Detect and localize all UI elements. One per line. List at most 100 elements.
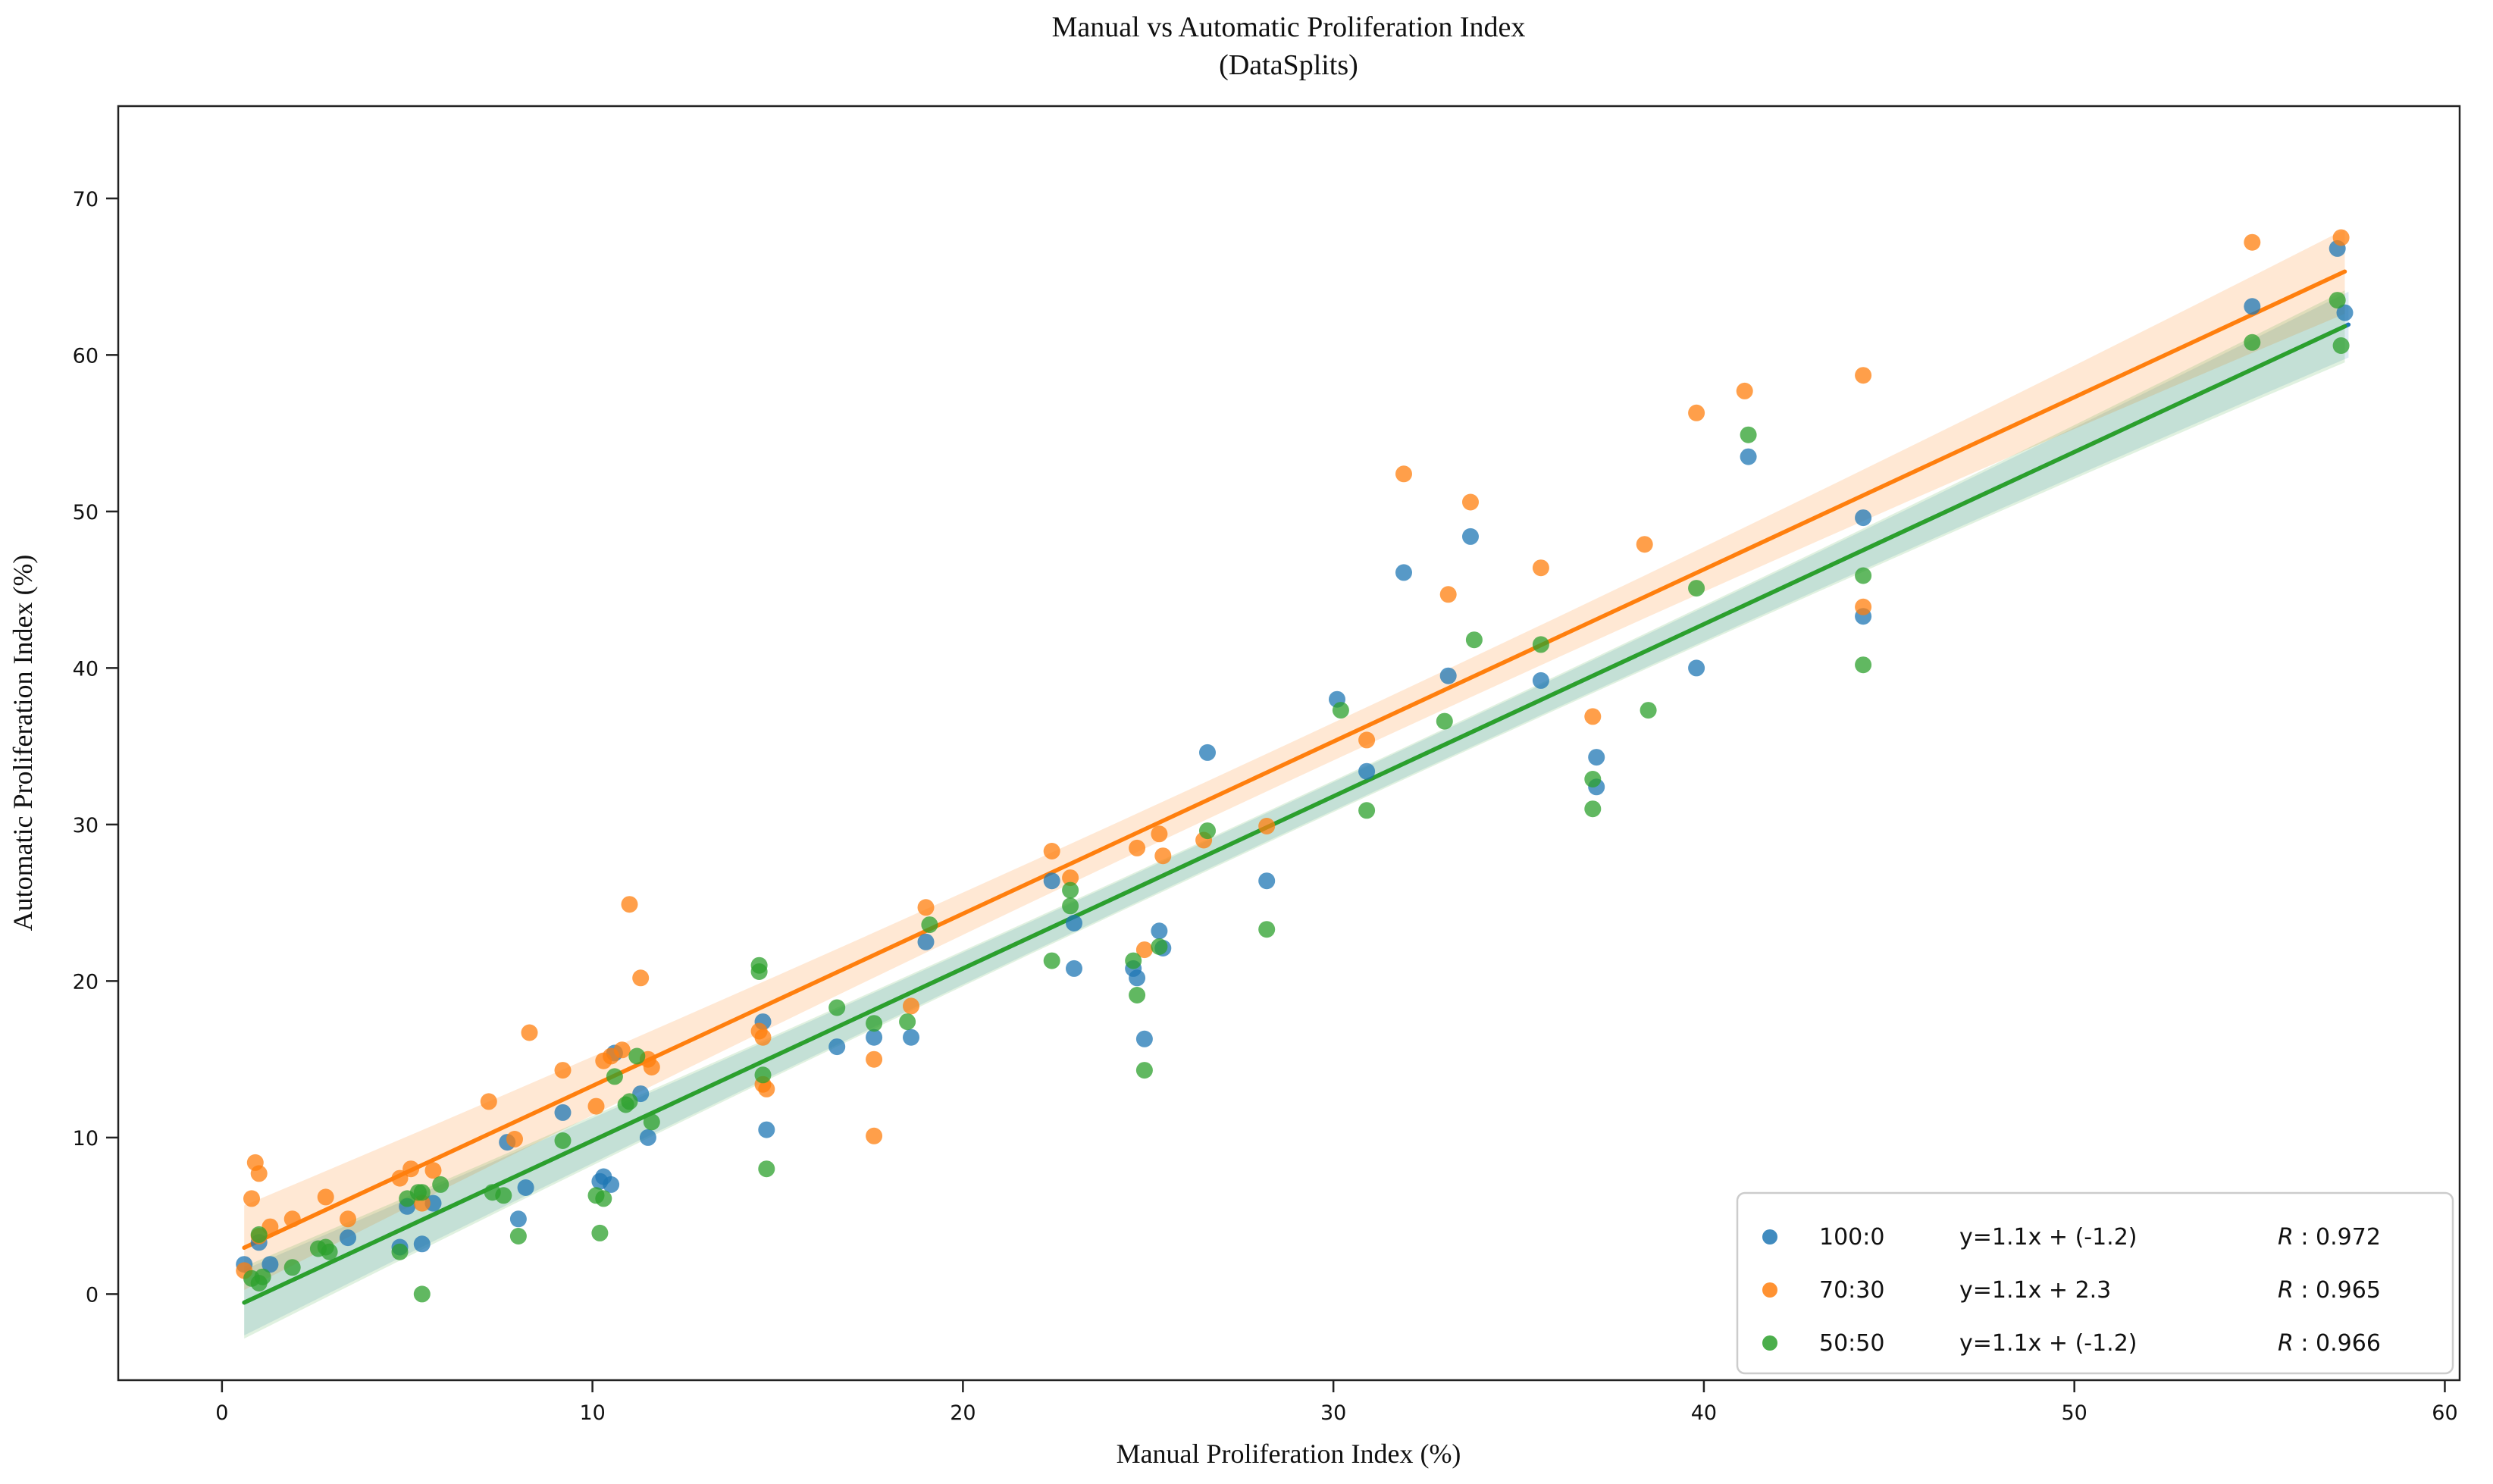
y-tick-label: 40 — [73, 657, 99, 681]
x-tick-label: 60 — [2432, 1401, 2457, 1425]
scatter-point — [1395, 465, 1412, 483]
scatter-point — [1043, 872, 1060, 890]
scatter-point — [1135, 1062, 1153, 1079]
scatter-point — [1740, 448, 1757, 465]
scatter-point — [917, 933, 935, 950]
scatter-point — [1066, 960, 1082, 977]
scatter-point — [1584, 708, 1602, 725]
y-axis-label: Automatic Proliferation Index (%) — [8, 555, 38, 931]
x-tick-label: 0 — [215, 1401, 228, 1425]
scatter-point — [413, 1285, 431, 1303]
x-tick-label: 40 — [1691, 1401, 1717, 1425]
scatter-point — [903, 997, 919, 1015]
scatter-point — [754, 1028, 772, 1046]
y-tick-label: 0 — [86, 1283, 99, 1307]
scatter-point — [1584, 800, 1602, 818]
scatter-point — [1855, 656, 1872, 674]
scatter-point — [1358, 731, 1376, 749]
regression-line — [242, 269, 2347, 1251]
x-tick-label: 50 — [2062, 1401, 2087, 1425]
scatter-point — [1588, 749, 1605, 766]
scatter-point — [1439, 667, 1457, 684]
scatter-point — [2244, 333, 2261, 351]
scatter-point — [903, 1028, 919, 1046]
plot-border — [117, 105, 2461, 1382]
scatter-point — [1154, 847, 1172, 865]
scatter-point — [317, 1188, 334, 1206]
scatter-point — [1740, 426, 1757, 443]
legend-r-value: R : 0.966 — [2278, 1330, 2381, 1357]
scatter-point — [262, 1256, 279, 1273]
legend-box — [1736, 1191, 2454, 1375]
y-tick-label: 50 — [73, 501, 99, 524]
scatter-point — [1736, 382, 1753, 399]
y-tick-label: 60 — [73, 344, 99, 368]
scatter-point — [587, 1097, 605, 1115]
scatter-point — [283, 1210, 301, 1228]
scatter-point — [603, 1176, 620, 1193]
legend-equation: y=1.1x + (-1.2) — [1959, 1330, 2138, 1357]
scatter-point — [254, 1268, 271, 1285]
scatter-point — [639, 1129, 656, 1146]
scatter-point — [1532, 636, 1549, 653]
scatter-point — [554, 1104, 572, 1121]
scatter-point — [1151, 938, 1168, 955]
scatter-point — [1532, 672, 1549, 689]
regression-lines-layer — [242, 269, 2351, 1305]
scatter-point — [866, 1050, 883, 1068]
scatter-point — [509, 1210, 527, 1228]
legend-r-value: R : 0.965 — [2278, 1277, 2381, 1304]
scatter-point — [1258, 872, 1276, 890]
scatter-point — [432, 1176, 449, 1193]
chart-title: Manual vs Automatic Proliferation Index — [1052, 11, 1526, 43]
scatter-point — [828, 1038, 846, 1056]
legend-r-value: R : 0.972 — [2278, 1224, 2381, 1251]
scatter-point — [1199, 822, 1216, 840]
scatter-point — [1462, 528, 1479, 545]
scatter-point — [1358, 802, 1376, 819]
legend-marker — [1762, 1282, 1777, 1298]
scatter-point — [1688, 659, 1705, 677]
scatter-point — [250, 1165, 268, 1182]
legend-equation: y=1.1x + 2.3 — [1959, 1277, 2111, 1304]
scatter-point — [917, 899, 935, 916]
scatter-point — [1332, 702, 1349, 719]
scatter-point — [391, 1243, 409, 1260]
scatter-point — [1062, 881, 1079, 899]
scatter-point — [1135, 1030, 1153, 1047]
scatter-point — [250, 1226, 268, 1243]
scatter-point — [321, 1243, 338, 1260]
scatter-point — [758, 1121, 775, 1138]
scatter-point — [413, 1184, 431, 1201]
scatter-point — [1151, 922, 1168, 940]
scatter-point — [632, 969, 650, 987]
scatter-point — [1129, 987, 1146, 1003]
y-tick-label: 10 — [73, 1127, 99, 1151]
scatter-point — [2336, 304, 2354, 321]
x-tick-label: 10 — [579, 1401, 605, 1425]
scatter-point — [866, 1015, 883, 1032]
scatter-point — [758, 1080, 775, 1097]
scatter-point — [921, 916, 938, 934]
scatter-point — [750, 963, 768, 980]
scatter-point — [1395, 564, 1412, 581]
scatter-point — [1125, 952, 1142, 969]
scatter-point — [1151, 825, 1168, 843]
x-tick-label: 20 — [950, 1401, 976, 1425]
legend-series-label: 50:50 — [1819, 1330, 1884, 1357]
scatter-point — [1532, 559, 1549, 577]
scatter-point — [2244, 298, 2261, 315]
scatter-point — [243, 1190, 260, 1207]
scatter-point — [613, 1041, 631, 1059]
scatter-point — [621, 896, 638, 913]
scatter-point — [340, 1210, 356, 1228]
scatter-point — [554, 1132, 572, 1149]
scatter-point — [1436, 712, 1453, 730]
scatter-point — [1688, 580, 1705, 597]
scatter-point — [591, 1224, 609, 1241]
scatter-point — [2329, 292, 2346, 309]
legend-marker — [1762, 1335, 1777, 1351]
y-tick-label: 30 — [73, 814, 99, 837]
